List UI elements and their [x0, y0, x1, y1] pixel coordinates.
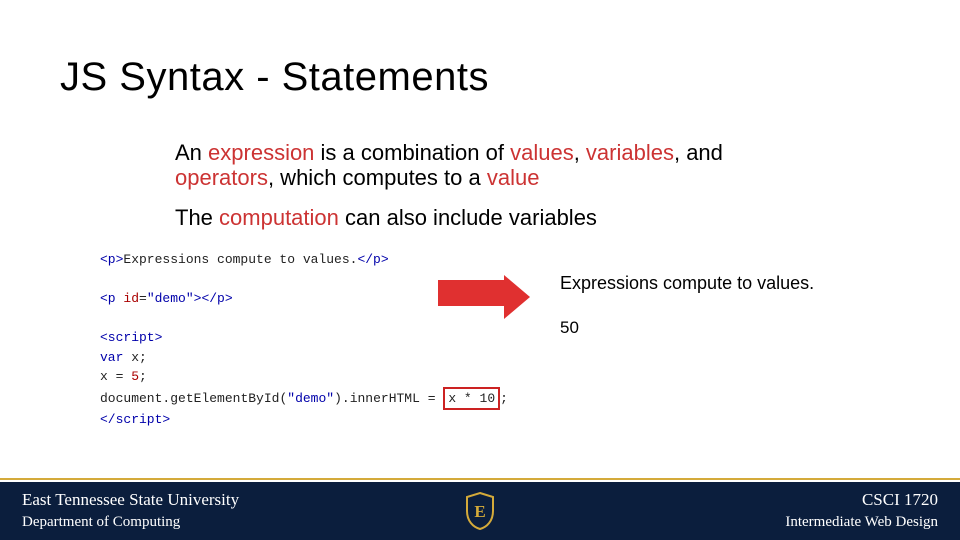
footer-left-line2: Department of Computing [22, 512, 239, 532]
code-l6-semi: ; [139, 369, 147, 384]
code-line-1: <p>Expressions compute to values.</p> [100, 250, 508, 270]
code-l7-obj: document [100, 391, 162, 406]
code-line-4: <script> [100, 328, 508, 348]
code-l7-boxed-expression: x * 10 [443, 387, 500, 411]
code-l2-eq: = [139, 291, 147, 306]
output-line-2: 50 [560, 318, 579, 338]
code-block: <p>Expressions compute to values.</p> <p… [100, 250, 508, 430]
footer-right: CSCI 1720 Intermediate Web Design [785, 489, 938, 532]
code-l5-rest: x; [123, 350, 146, 365]
code-l7-semi: ; [500, 391, 508, 406]
code-l7-eq: = [420, 391, 443, 406]
code-l2-close: ></p> [194, 291, 233, 306]
shield-letter: E [474, 502, 485, 521]
p1-mid4: , which computes to a [268, 165, 487, 190]
p1-mid3: , and [674, 140, 723, 165]
footer-right-line2: Intermediate Web Design [785, 512, 938, 532]
footer-shield-icon: E [463, 491, 497, 531]
paragraph-1: An expression is a combination of values… [175, 140, 815, 191]
slide-title: JS Syntax - Statements [60, 55, 489, 100]
paragraph-2: The computation can also include variabl… [175, 205, 597, 230]
footer-left: East Tennessee State University Departme… [22, 489, 239, 532]
code-l4: <script> [100, 330, 162, 345]
p2-hl: computation [219, 205, 339, 230]
footer-divider [0, 478, 960, 480]
p1-mid1: is a combination of [314, 140, 510, 165]
code-l1-closep: </p> [357, 252, 388, 267]
footer-left-line1: East Tennessee State University [22, 489, 239, 512]
code-line-6: x = 5; [100, 367, 508, 387]
arrow-icon [438, 280, 530, 319]
code-l7-m1: getElementById [170, 391, 279, 406]
p1-mid2: , [574, 140, 586, 165]
code-l6-num: 5 [131, 369, 139, 384]
code-line-8: </script> [100, 410, 508, 430]
p1-hl2: values [510, 140, 574, 165]
code-l2-open: <p [100, 291, 123, 306]
p2-post: can also include variables [339, 205, 597, 230]
code-l1-text: Expressions compute to values. [123, 252, 357, 267]
p2-pre: The [175, 205, 219, 230]
p1-hl1: expression [208, 140, 314, 165]
code-l7-p2: ) [334, 391, 342, 406]
footer-bar: East Tennessee State University Departme… [0, 482, 960, 540]
code-l7-arg: "demo" [287, 391, 334, 406]
code-l7-boxed-text: x * 10 [448, 391, 495, 406]
code-l7-d2: . [342, 391, 350, 406]
code-l6-lhs: x = [100, 369, 131, 384]
code-l8: </script> [100, 412, 170, 427]
footer-right-line1: CSCI 1720 [785, 489, 938, 512]
code-l7-prop: innerHTML [350, 391, 420, 406]
code-line-5: var x; [100, 348, 508, 368]
code-l2-val: "demo" [147, 291, 194, 306]
p1-hl3: variables [586, 140, 674, 165]
code-l5-kw: var [100, 350, 123, 365]
p1-hl5: value [487, 165, 540, 190]
code-l1-openp: <p> [100, 252, 123, 267]
code-line-7: document.getElementById("demo").innerHTM… [100, 387, 508, 411]
code-l2-attr: id [123, 291, 139, 306]
p1-hl4: operators [175, 165, 268, 190]
p1-pre1: An [175, 140, 208, 165]
output-line-1: Expressions compute to values. [560, 273, 814, 294]
